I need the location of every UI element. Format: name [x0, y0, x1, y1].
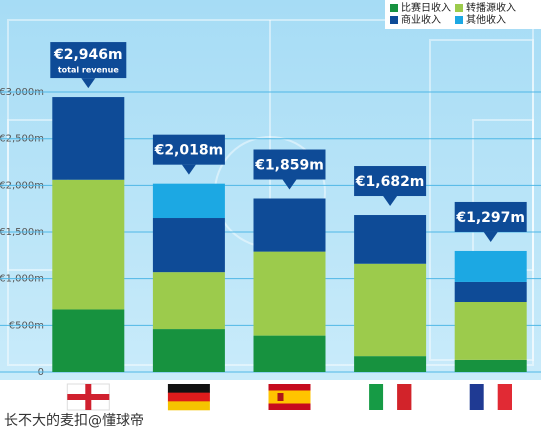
flag — [383, 384, 398, 410]
callout-pointer — [282, 179, 297, 190]
flag-icon — [66, 383, 110, 411]
callout-pointer — [483, 231, 498, 242]
annotation-callout: €2,946m total revenue — [50, 42, 127, 89]
bar-segment — [454, 250, 527, 282]
legend-label: 其他收入 — [466, 13, 506, 26]
flag — [167, 401, 210, 411]
bar-segment — [253, 335, 326, 372]
bar-segment — [354, 263, 427, 357]
bar-segment — [354, 356, 427, 372]
callout-pointer — [181, 164, 196, 175]
bar-segment — [52, 309, 125, 372]
annotation-callout: €2,018m — [152, 134, 225, 175]
flag — [167, 384, 210, 393]
flag — [277, 393, 284, 401]
legend-swatch — [455, 16, 463, 24]
callout-box — [152, 134, 225, 165]
bar-segment — [454, 359, 527, 372]
flag — [268, 390, 311, 404]
callout-box — [454, 201, 527, 232]
callout-box — [253, 149, 326, 180]
flag-icon — [469, 384, 512, 410]
bar-segment — [52, 179, 125, 310]
flag — [469, 384, 484, 410]
bar-segment — [152, 272, 225, 330]
callout-box — [50, 42, 127, 79]
annotation-callout: €1,297m — [454, 201, 527, 242]
bar-segment — [253, 198, 326, 252]
callout-label: €2,018m — [154, 143, 224, 159]
watermark: 长不大的麦扣@懂球帝 — [4, 413, 144, 429]
flag — [167, 392, 210, 402]
flag — [483, 384, 498, 410]
flag — [369, 384, 384, 410]
legend-swatch — [455, 4, 463, 12]
flag-icon — [369, 384, 412, 410]
legend-label: 转播源收入 — [466, 1, 516, 14]
legend-swatch — [390, 4, 398, 12]
flag — [497, 384, 512, 410]
callout-box — [354, 166, 427, 197]
callout-label: €1,859m — [254, 158, 324, 174]
callout-label: €1,682m — [355, 174, 425, 190]
bar-segment — [354, 215, 427, 264]
bar-segment — [253, 251, 326, 336]
annotation-callout: €1,859m — [253, 149, 326, 190]
flag — [67, 394, 110, 400]
bar-segment — [152, 183, 225, 219]
callout-label: €2,946m — [53, 47, 123, 63]
legend-label: 商业收入 — [401, 13, 441, 26]
flag — [397, 384, 412, 410]
bar-segment — [52, 97, 125, 180]
callout-pointer — [383, 196, 398, 207]
bar-segment — [454, 302, 527, 360]
legend-label: 比赛日收入 — [401, 1, 451, 14]
callout-pointer — [81, 78, 96, 89]
bar-segment — [454, 281, 527, 303]
bar-segment — [152, 218, 225, 273]
flag-icon — [167, 384, 210, 411]
annotation-callout: €1,682m — [354, 166, 427, 207]
callout-note: total revenue — [58, 66, 119, 75]
bar-segment — [152, 329, 225, 372]
flag-icon — [268, 384, 311, 410]
callout-label: €1,297m — [455, 210, 525, 226]
legend-swatch — [390, 16, 398, 24]
